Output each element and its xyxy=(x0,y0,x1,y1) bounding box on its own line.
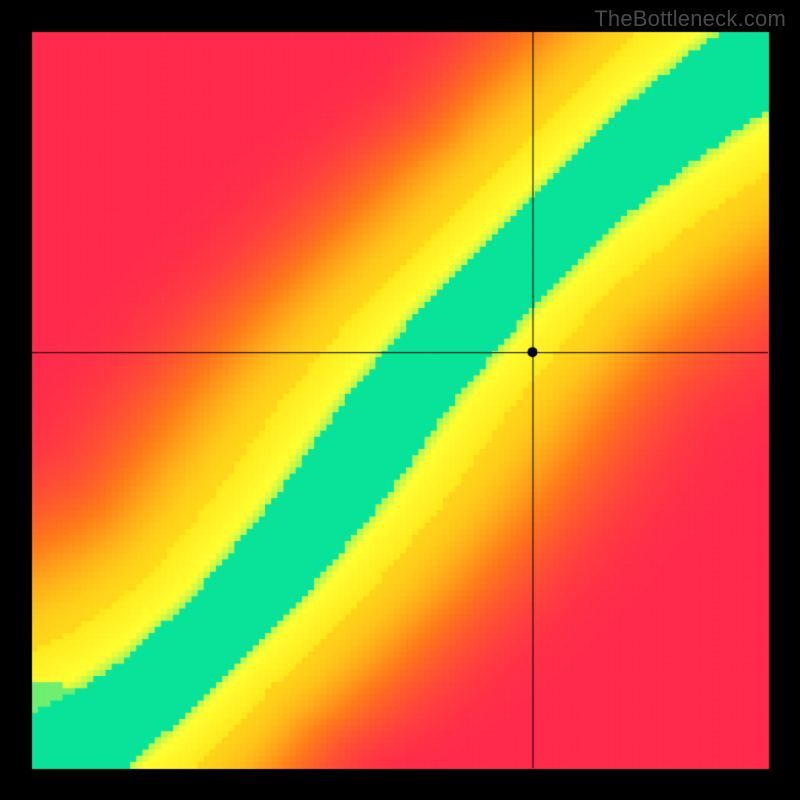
chart-container: TheBottleneck.com xyxy=(0,0,800,800)
bottleneck-heatmap xyxy=(0,0,800,800)
watermark-label: TheBottleneck.com xyxy=(594,6,786,32)
